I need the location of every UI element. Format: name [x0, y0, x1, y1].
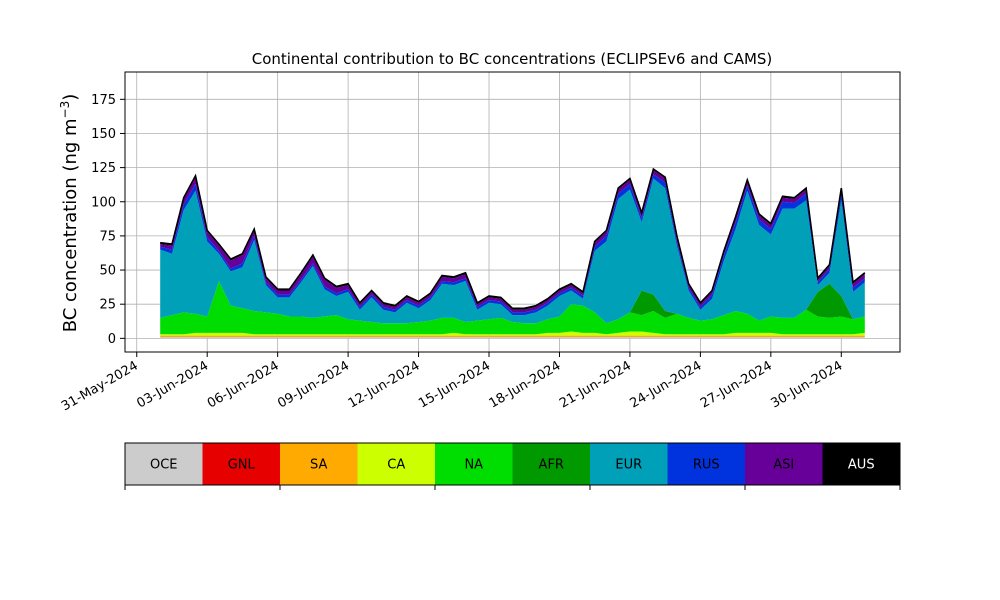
area-series-ca: [160, 331, 865, 336]
legend-frame: [124, 442, 901, 486]
x-tick-label: 12-Jun-2024: [346, 358, 423, 411]
x-tick-label: 31-May-2024: [59, 358, 141, 414]
y-axis-label-sup: −3: [58, 101, 72, 119]
y-tick-label: 25: [99, 298, 116, 313]
y-tick-label: 150: [91, 127, 116, 142]
y-tick-label: 125: [91, 161, 116, 176]
legend-label-eur: EUR: [615, 458, 642, 473]
x-tick-label: 09-Jun-2024: [275, 358, 352, 411]
legend-swatch-aus: [822, 443, 900, 485]
legend-label-rus: RUS: [693, 458, 720, 473]
x-tick-label: 18-Jun-2024: [487, 358, 564, 411]
area-series-sa: [160, 335, 865, 337]
legend-label-asi: ASI: [773, 458, 794, 473]
area-series-na: [160, 281, 865, 335]
chart-title: Continental contribution to BC concentra…: [252, 50, 773, 68]
x-tick-label: 21-Jun-2024: [557, 358, 634, 411]
legend-label-aus: AUS: [848, 458, 875, 473]
legend-label-oce: OCE: [150, 458, 178, 473]
legend-swatch-rus: [667, 443, 745, 485]
y-tick-label: 175: [91, 93, 116, 108]
y-tick-label: 50: [99, 264, 116, 279]
x-tick-label: 27-Jun-2024: [698, 358, 775, 411]
legend-swatch-asi: [745, 443, 823, 485]
area-series-oce: [160, 337, 865, 339]
y-tick-label: 75: [99, 229, 116, 244]
y-tick-label: 100: [91, 195, 116, 210]
x-tick-label: 24-Jun-2024: [628, 358, 705, 411]
legend-swatch-oce: [125, 443, 203, 485]
legend-label-na: NA: [464, 458, 483, 473]
y-axis-label-main: BC concentration (ng m: [60, 118, 81, 332]
x-tick-label: 30-Jun-2024: [768, 358, 845, 411]
legend-label-sa: SA: [310, 458, 327, 473]
y-axis-label-close: ): [60, 94, 81, 101]
legend-label-gnl: GNL: [228, 458, 256, 473]
legend-label-ca: CA: [387, 458, 405, 473]
legend-swatch-sa: [280, 443, 358, 485]
legend: OCE GNL SA CA NA AFR EUR RUS ASI AUS: [124, 442, 901, 490]
legend-swatch-afr: [512, 443, 590, 485]
x-tick-label: 03-Jun-2024: [134, 358, 211, 411]
x-tick-label: 06-Jun-2024: [205, 358, 282, 411]
legend-swatch-gnl: [202, 443, 280, 485]
total-line: [160, 167, 866, 310]
area-series-eur: [160, 178, 865, 324]
legend-swatch-eur: [590, 443, 668, 485]
axes-frame: [124, 71, 901, 353]
y-tick-label: 0: [108, 332, 116, 347]
legend-swatch-ca: [357, 443, 435, 485]
plot-area: 0 25 50 75 100 125 150 175 31-May-202403-Jun-202…: [59, 71, 901, 414]
legend-swatch-na: [435, 443, 513, 485]
y-axis-label: BC concentration (ng m−3): [58, 94, 81, 333]
x-tick-label: 15-Jun-2024: [416, 358, 493, 411]
legend-label-afr: AFR: [539, 458, 564, 473]
